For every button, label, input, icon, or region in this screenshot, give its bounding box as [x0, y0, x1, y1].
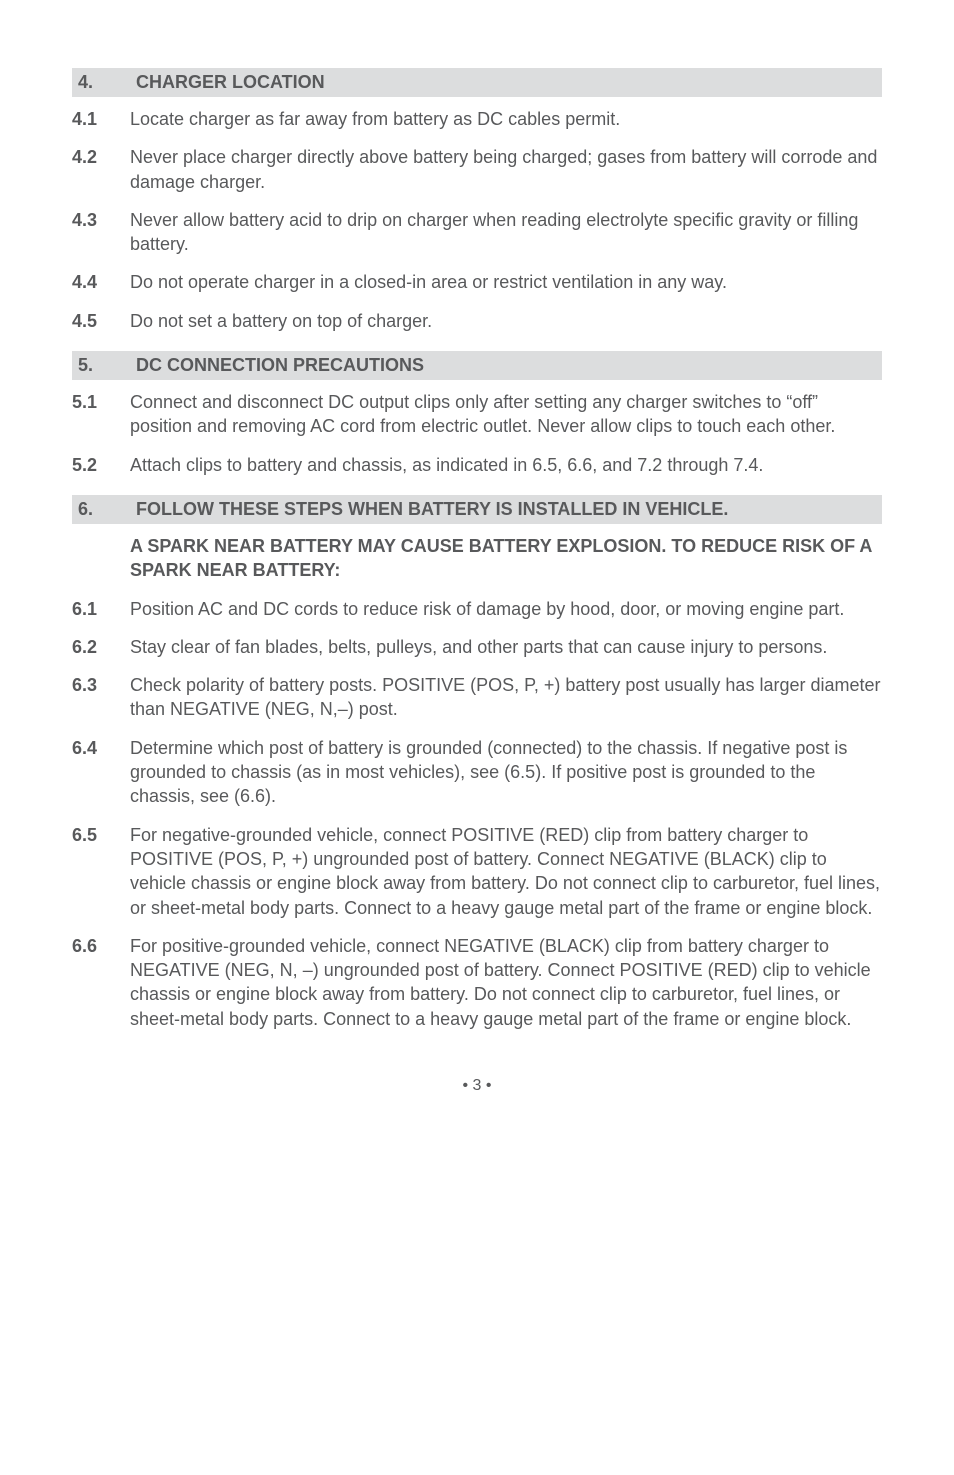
item-6-6: 6.6 For positive-grounded vehicle, conne… [72, 934, 882, 1031]
item-text: Never allow battery acid to drip on char… [130, 208, 882, 257]
item-5-2: 5.2 Attach clips to battery and chassis,… [72, 453, 882, 477]
item-4-3: 4.3 Never allow battery acid to drip on … [72, 208, 882, 257]
item-number: 4.2 [72, 145, 130, 194]
item-number: 6.3 [72, 673, 130, 722]
item-text: Never place charger directly above batte… [130, 145, 882, 194]
item-text: Do not set a battery on top of charger. [130, 309, 882, 333]
item-number: 6.6 [72, 934, 130, 1031]
item-text: Do not operate charger in a closed-in ar… [130, 270, 882, 294]
item-6-1: 6.1 Position AC and DC cords to reduce r… [72, 597, 882, 621]
item-number: 6.1 [72, 597, 130, 621]
item-number: 5.1 [72, 390, 130, 439]
item-number: 6.2 [72, 635, 130, 659]
item-4-4: 4.4 Do not operate charger in a closed-i… [72, 270, 882, 294]
item-text: Determine which post of battery is groun… [130, 736, 882, 809]
item-number: 5.2 [72, 453, 130, 477]
item-6-5: 6.5 For negative-grounded vehicle, conne… [72, 823, 882, 920]
item-text: Check polarity of battery posts. POSITIV… [130, 673, 882, 722]
item-text: For negative-grounded vehicle, connect P… [130, 823, 882, 920]
section-6-warning: A SPARK NEAR BATTERY MAY CAUSE BATTERY E… [130, 534, 882, 583]
item-6-4: 6.4 Determine which post of battery is g… [72, 736, 882, 809]
item-number: 4.4 [72, 270, 130, 294]
section-4-number: 4. [78, 72, 136, 93]
item-text: Position AC and DC cords to reduce risk … [130, 597, 882, 621]
item-number: 4.3 [72, 208, 130, 257]
item-text: Stay clear of fan blades, belts, pulleys… [130, 635, 882, 659]
item-text: For positive-grounded vehicle, connect N… [130, 934, 882, 1031]
section-6-number: 6. [78, 499, 136, 520]
item-number: 4.5 [72, 309, 130, 333]
page-number: • 3 • [72, 1077, 882, 1095]
section-6-title: FOLLOW THESE STEPS WHEN BATTERY IS INSTA… [136, 499, 728, 520]
item-number: 6.5 [72, 823, 130, 920]
section-5-header: 5. DC CONNECTION PRECAUTIONS [72, 351, 882, 380]
item-4-5: 4.5 Do not set a battery on top of charg… [72, 309, 882, 333]
item-number: 6.4 [72, 736, 130, 809]
section-4-title: CHARGER LOCATION [136, 72, 325, 93]
section-5-number: 5. [78, 355, 136, 376]
item-text: Attach clips to battery and chassis, as … [130, 453, 882, 477]
item-text: Connect and disconnect DC output clips o… [130, 390, 882, 439]
item-5-1: 5.1 Connect and disconnect DC output cli… [72, 390, 882, 439]
item-4-1: 4.1 Locate charger as far away from batt… [72, 107, 882, 131]
item-6-3: 6.3 Check polarity of battery posts. POS… [72, 673, 882, 722]
section-4-header: 4. CHARGER LOCATION [72, 68, 882, 97]
item-text: Locate charger as far away from battery … [130, 107, 882, 131]
item-number: 4.1 [72, 107, 130, 131]
section-6-header: 6. FOLLOW THESE STEPS WHEN BATTERY IS IN… [72, 495, 882, 524]
item-4-2: 4.2 Never place charger directly above b… [72, 145, 882, 194]
section-5-title: DC CONNECTION PRECAUTIONS [136, 355, 424, 376]
item-6-2: 6.2 Stay clear of fan blades, belts, pul… [72, 635, 882, 659]
